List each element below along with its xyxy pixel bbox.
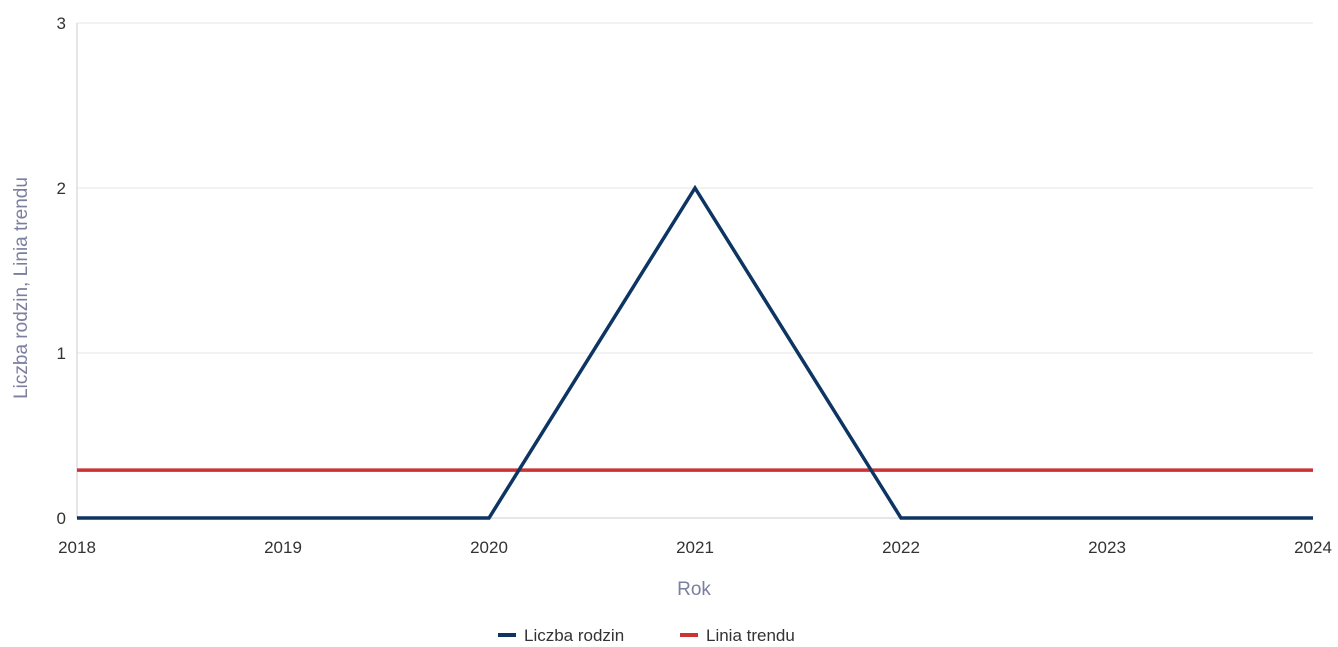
y-tick-label: 2 bbox=[57, 179, 66, 198]
y-axis-title: Liczba rodzin, Linia trendu bbox=[11, 177, 32, 399]
x-tick-label: 2024 bbox=[1294, 538, 1332, 557]
x-tick-label: 2023 bbox=[1088, 538, 1126, 557]
legend: Liczba rodzin Linia trendu bbox=[498, 626, 795, 645]
x-axis-title: Rok bbox=[677, 579, 711, 600]
y-tick-label: 1 bbox=[57, 344, 66, 363]
y-tick-labels: 0 1 2 3 bbox=[57, 14, 66, 528]
x-tick-label: 2020 bbox=[470, 538, 508, 557]
y-tick-label: 3 bbox=[57, 14, 66, 33]
legend-label[interactable]: Liczba rodzin bbox=[524, 626, 624, 645]
x-tick-label: 2018 bbox=[58, 538, 96, 557]
y-tick-label: 0 bbox=[57, 509, 66, 528]
x-tick-label: 2021 bbox=[676, 538, 714, 557]
x-tick-labels: 2018 2019 2020 2021 2022 2023 2024 bbox=[58, 538, 1332, 557]
x-tick-label: 2019 bbox=[264, 538, 302, 557]
series-line-liczba-rodzin bbox=[77, 184, 1313, 520]
legend-label[interactable]: Linia trendu bbox=[706, 626, 795, 645]
series-layer bbox=[77, 184, 1313, 520]
x-tick-label: 2022 bbox=[882, 538, 920, 557]
